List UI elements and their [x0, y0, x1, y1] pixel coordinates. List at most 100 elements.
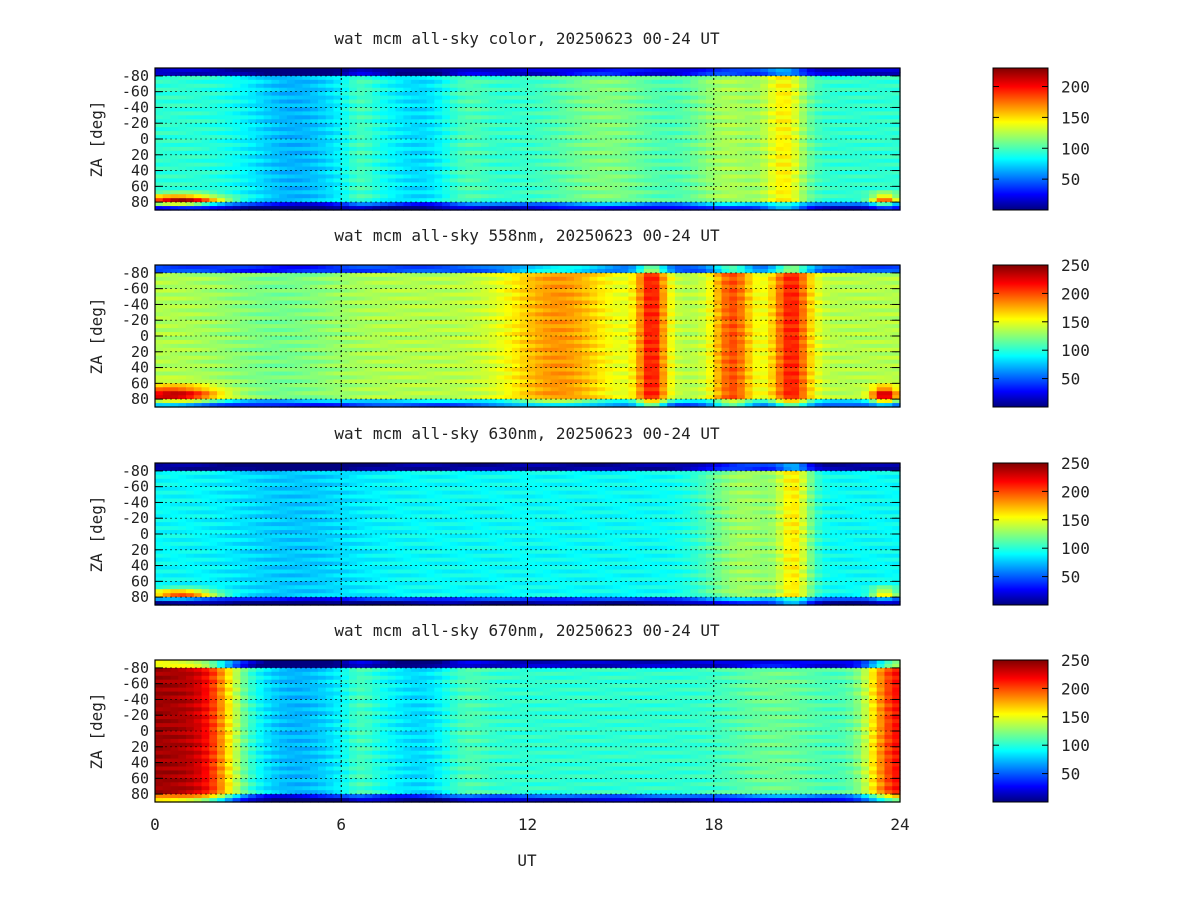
heatmap-cell [806, 123, 816, 128]
heatmap-cell [449, 399, 459, 404]
heatmap-cell [178, 300, 187, 306]
heatmap-cell [403, 103, 412, 109]
heatmap-cell [155, 347, 164, 353]
heatmap-cell [349, 123, 358, 128]
heatmap-cell [403, 162, 412, 168]
heatmap-cell [449, 135, 459, 140]
heatmap-cell [240, 154, 249, 160]
heatmap-cell [861, 79, 870, 85]
heatmap-cell [721, 154, 730, 160]
heatmap-cell [682, 99, 692, 105]
heatmap-cell [861, 142, 870, 148]
heatmap-cell [465, 131, 474, 136]
heatmap-cell [240, 91, 249, 97]
heatmap-cell [201, 115, 210, 120]
heatmap-cell [333, 162, 342, 168]
heatmap-cell [480, 107, 490, 112]
heatmap-cell [473, 198, 482, 203]
heatmap-cell [279, 304, 288, 309]
heatmap-cell [434, 142, 443, 148]
heatmap-cell [341, 119, 350, 124]
heatmap-cell [193, 190, 203, 195]
heatmap-cell [263, 123, 273, 128]
heatmap-cell [271, 170, 280, 176]
heatmap-cell [713, 182, 723, 187]
heatmap-cell [449, 292, 459, 298]
heatmap-cell [814, 170, 823, 176]
heatmap-cell [830, 103, 839, 109]
heatmap-cell [224, 87, 234, 93]
heatmap-cell [271, 202, 280, 207]
heatmap-cell [434, 355, 443, 361]
heatmap-cell [636, 119, 645, 124]
heatmap-cell [535, 206, 544, 211]
heatmap-cell [201, 194, 210, 199]
heatmap-cell [791, 119, 800, 124]
heatmap-cell [170, 206, 179, 211]
heatmap-cell [356, 182, 366, 187]
heatmap-cell [845, 142, 855, 148]
heatmap-cell [442, 158, 451, 164]
heatmap-cell [186, 139, 195, 144]
heatmap-cell [830, 95, 839, 101]
heatmap-cell [822, 206, 831, 211]
heatmap-cell [271, 139, 280, 144]
colorbar-tick-label: 50 [1061, 170, 1080, 189]
heatmap-cell [752, 119, 761, 124]
heatmap-cell [248, 158, 257, 164]
heatmap-cell [465, 268, 474, 274]
heatmap-cell [806, 111, 816, 116]
heatmap-cell [737, 107, 746, 112]
heatmap-cell [271, 296, 280, 302]
heatmap-cell [294, 304, 304, 309]
heatmap-cell [364, 367, 373, 373]
heatmap-cell [325, 71, 335, 77]
heatmap-cell [519, 166, 529, 172]
heatmap-cell [162, 336, 172, 341]
heatmap-cell [713, 71, 723, 77]
heatmap-cell [294, 324, 304, 329]
heatmap-cell [674, 95, 684, 101]
heatmap-cell [286, 351, 296, 357]
heatmap-cell [255, 111, 265, 116]
heatmap-cell [395, 146, 404, 152]
heatmap-cell [651, 186, 661, 191]
heatmap-cell [426, 170, 435, 176]
heatmap-cell [426, 127, 435, 132]
heatmap-cell [162, 272, 172, 278]
heatmap-cell [791, 71, 800, 77]
heatmap-cell [760, 154, 769, 160]
heatmap-cell [713, 162, 723, 168]
heatmap-cell [729, 115, 738, 120]
heatmap-cell [597, 115, 606, 120]
heatmap-cell [698, 198, 707, 203]
heatmap-cell [682, 91, 692, 97]
heatmap-cell [488, 166, 498, 172]
heatmap-cell [387, 367, 397, 373]
heatmap-cell [597, 87, 606, 93]
heatmap-cell [224, 304, 234, 309]
heatmap-cell [884, 123, 893, 128]
heatmap-cell [628, 190, 637, 195]
heatmap-cell [636, 166, 645, 172]
heatmap-cell [240, 139, 249, 144]
heatmap-cell [248, 154, 257, 160]
heatmap-cell [155, 107, 164, 112]
heatmap-cell [581, 198, 591, 203]
heatmap-cell [434, 91, 443, 97]
heatmap-cell [519, 146, 529, 152]
heatmap-cell [411, 371, 420, 377]
heatmap-cell [170, 115, 179, 120]
heatmap-cell [868, 107, 878, 112]
heatmap-cell [636, 162, 645, 168]
heatmap-cell [449, 166, 459, 172]
heatmap-cell [449, 91, 459, 97]
heatmap-cell [783, 68, 792, 73]
heatmap-cell [543, 115, 552, 120]
heatmap-cell [155, 131, 164, 136]
heatmap-cell [535, 139, 544, 144]
heatmap-cell [527, 194, 536, 199]
heatmap-cell [186, 170, 195, 176]
heatmap-cell [356, 127, 366, 132]
heatmap-cell [310, 91, 319, 97]
